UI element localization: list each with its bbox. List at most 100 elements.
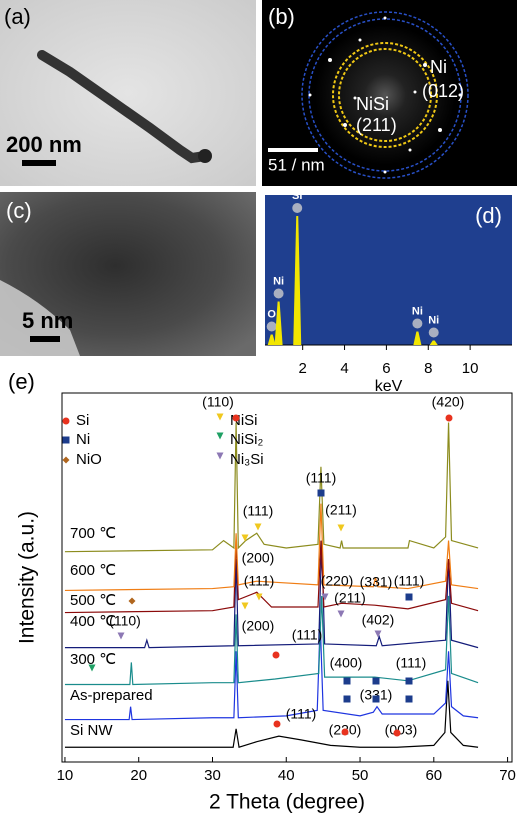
peak-annotation: (400) (330, 655, 363, 671)
phase-marker (406, 696, 413, 703)
peak-marker (292, 203, 302, 213)
panel-label: (d) (475, 203, 502, 228)
phase-marker (338, 611, 345, 618)
phase-marker (242, 603, 249, 610)
series-label: 700 ℃ (70, 525, 116, 542)
x-tick-label: 6 (382, 360, 390, 377)
phase-marker (375, 631, 382, 638)
peak-annotation: (111) (394, 573, 425, 589)
x-tick-label: 30 (204, 767, 221, 784)
nanowire-tip (198, 149, 212, 163)
tem-image (0, 0, 256, 186)
x-axis-label: 2 Theta (degree) (209, 791, 365, 814)
ring-label: Ni (430, 57, 447, 77)
peak-annotation: (111) (292, 627, 323, 643)
legend-label: Ni₃Si (230, 451, 264, 468)
phase-marker (217, 453, 224, 460)
phase-marker (273, 652, 280, 659)
ring-label: NiSi (356, 94, 389, 114)
phase-marker (373, 678, 380, 685)
panel-label: (b) (268, 4, 295, 29)
x-tick-label: 40 (278, 767, 295, 784)
phase-marker (217, 414, 224, 421)
peak-label: Ni (412, 305, 423, 317)
series-label: Si NW (70, 722, 113, 739)
series-label: 500 ℃ (70, 592, 116, 609)
legend-label: Si (76, 412, 89, 429)
phase-marker (342, 729, 349, 736)
phase-marker (406, 678, 413, 685)
phase-marker (338, 525, 345, 532)
x-tick-label: 10 (462, 360, 479, 377)
peak-annotation: (111) (306, 470, 337, 486)
x-tick-label: 2 (299, 360, 307, 377)
series-label: As-prepared (70, 687, 153, 704)
scale-bar (30, 336, 60, 342)
phase-marker (344, 696, 351, 703)
scale-bar (22, 160, 56, 166)
peak-annotation: (111) (244, 573, 275, 589)
peak-annotation: (331) (360, 574, 393, 590)
peak-annotation: (211) (334, 590, 366, 606)
phase-marker (322, 594, 329, 601)
phase-marker (129, 598, 136, 605)
phase-marker (344, 678, 351, 685)
phase-marker (63, 437, 70, 444)
peak-label: Ni (273, 275, 284, 287)
x-tick-label: 8 (424, 360, 432, 377)
x-tick-label: 4 (340, 360, 348, 377)
peak-annotation: (402) (362, 612, 395, 628)
peak-marker (429, 328, 439, 338)
peak-annotation: (003) (385, 722, 418, 738)
scale-bar-label: 200 nm (6, 132, 82, 157)
peak-annotation: (200) (242, 550, 275, 566)
phase-marker (63, 418, 70, 425)
series-label: 600 ℃ (70, 562, 116, 579)
x-tick-label: 10 (57, 767, 74, 784)
phase-marker (446, 415, 453, 422)
phase-marker (217, 433, 224, 440)
xrd-curve (65, 423, 478, 552)
peak-marker (274, 289, 284, 299)
scale-bar-label: 5 nm (22, 308, 73, 333)
peak-annotation: (111) (286, 706, 317, 722)
phase-marker (63, 457, 70, 464)
legend-label: NiO (76, 451, 102, 468)
scale-bar (268, 148, 318, 152)
phase-marker (406, 594, 413, 601)
ring-label: (211) (356, 115, 397, 135)
phase-marker (242, 535, 249, 542)
peak-marker (267, 322, 277, 332)
phase-marker (89, 665, 96, 672)
x-tick-label: 50 (352, 767, 369, 784)
peak-label: O (267, 308, 276, 320)
scale-bar-label: 51 / nm (268, 155, 325, 174)
x-tick-label: 20 (130, 767, 147, 784)
peak-annotation: (220) (321, 573, 354, 589)
panel-label: (e) (8, 369, 35, 394)
peak-label: Ni (428, 314, 439, 326)
figure: (a) 200 nm (b) Ni (012) NiSi (211) 51 / … (0, 0, 517, 817)
ring-label: (012) (422, 81, 464, 101)
phase-marker (394, 730, 401, 737)
x-tick-label: 60 (425, 767, 442, 784)
peak-annotation: (111) (243, 503, 274, 519)
peak-annotation: (420) (432, 394, 465, 410)
phase-marker (318, 490, 325, 497)
peak-annotation: (111) (396, 655, 427, 671)
peak-marker (412, 319, 422, 329)
peak-annotation: (200) (242, 618, 275, 634)
legend-label: Ni (76, 431, 90, 448)
y-axis-label: Intensity (a.u.) (16, 511, 39, 644)
panel-label: (c) (6, 198, 32, 223)
peak-annotation: (110) (109, 613, 141, 629)
xrd-curve (65, 596, 478, 685)
phase-marker (233, 415, 240, 422)
x-tick-label: 70 (499, 767, 516, 784)
legend-label: NiSi₂ (230, 431, 264, 448)
peak-annotation: (211) (325, 502, 357, 518)
peak-label: Si (292, 190, 302, 202)
phase-marker (373, 696, 380, 703)
panel-label: (a) (4, 4, 31, 29)
peak-annotation: (110) (202, 394, 234, 410)
